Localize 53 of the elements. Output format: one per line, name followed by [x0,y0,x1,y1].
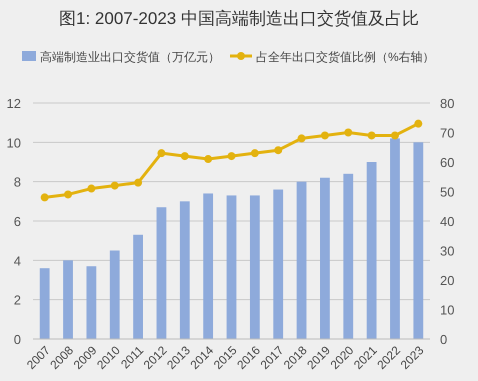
y2-tick-label: 40 [440,214,454,229]
bar [413,142,424,339]
y2-tick-label: 10 [440,302,454,318]
bar [390,138,400,339]
bar [296,182,306,339]
chart-title: 图1: 2007-2023 中国高端制造出口交货值及占比 [59,9,419,28]
y-tick-label: 12 [6,96,21,111]
point [274,146,282,154]
y2-tick-label: 60 [440,155,454,170]
bar [86,266,96,339]
y2-tick-label: 20 [440,273,454,288]
point [157,149,166,158]
point [368,131,376,140]
bar [250,195,260,339]
y-tick-label: 4 [14,253,21,268]
bar [366,162,377,339]
bar [226,195,236,339]
y-tick-label: 0 [14,332,21,347]
bar [180,201,190,339]
point [180,152,189,160]
point [344,128,352,136]
point [134,178,142,187]
point [87,184,96,193]
bar [110,250,120,339]
y-tick-label: 8 [14,174,21,190]
bar [63,260,73,339]
y2-tick-label: 50 [440,184,454,200]
point [228,152,236,160]
y2-tick-label: 30 [440,244,454,258]
legend-label: 高端制造业出口交货值（万亿元） [40,50,220,64]
bar [156,207,166,339]
point [320,131,329,140]
point [298,134,306,142]
y-tick-label: 10 [6,135,21,150]
bar [203,193,214,339]
point [250,149,259,158]
bar [343,174,354,339]
y2-tick-label: 70 [440,126,454,140]
point [414,120,422,128]
legend-label: 占全年出口交货值比例（%右轴） [256,50,435,64]
point [110,182,119,190]
bar [40,268,50,339]
y-tick-label: 6 [14,214,21,229]
y2-tick-label: 0 [440,332,448,347]
point [390,131,399,140]
point [40,193,49,202]
bar [273,190,284,339]
y2-tick-label: 80 [440,96,454,111]
bar [320,178,330,339]
point [204,155,212,164]
point [64,190,72,198]
bar [133,234,143,339]
y-tick-label: 2 [14,292,21,308]
